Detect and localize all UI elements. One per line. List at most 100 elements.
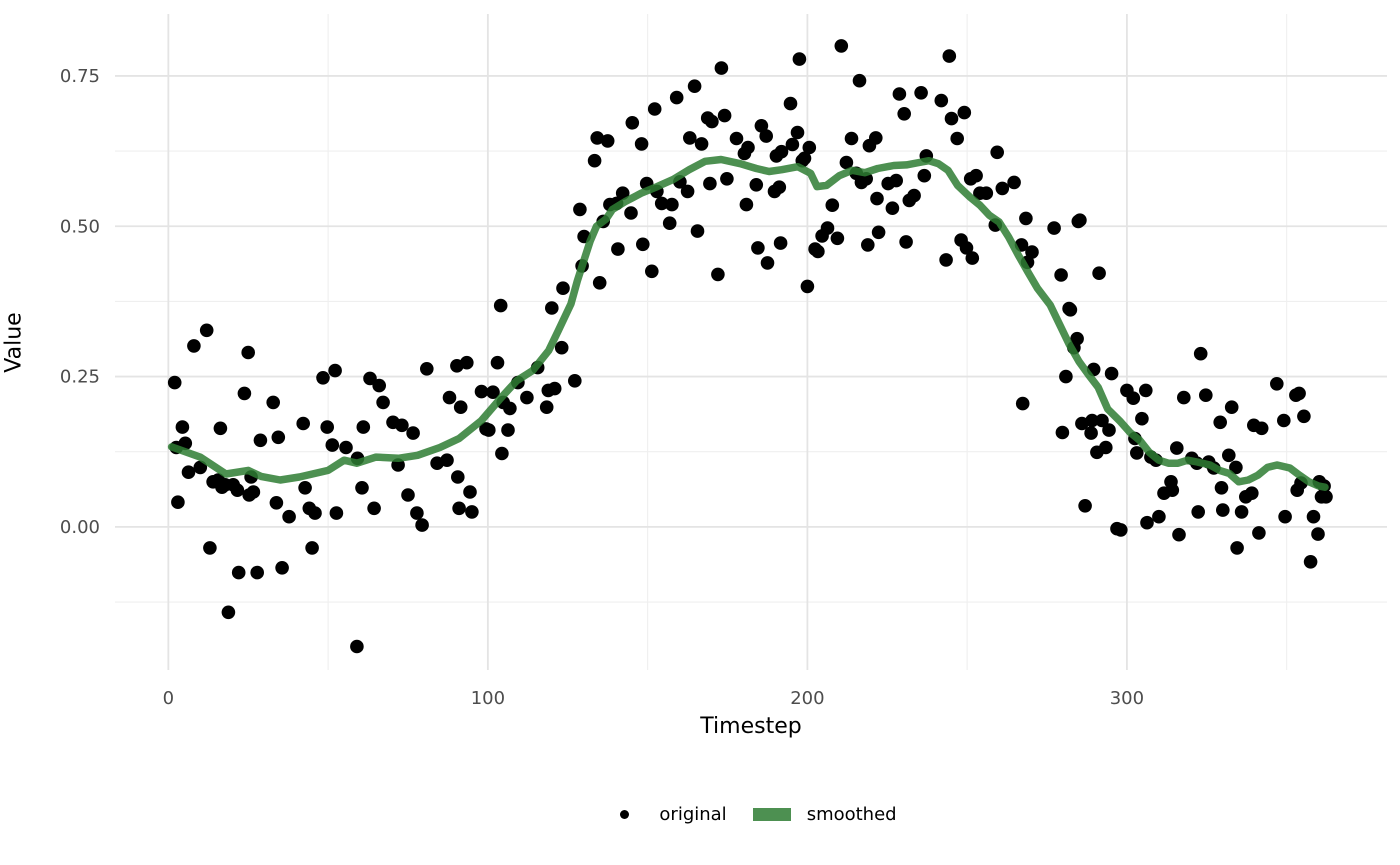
scatter-point — [367, 501, 381, 516]
scatter-point — [1214, 481, 1229, 495]
scatter-point — [453, 400, 468, 415]
scatter-point — [440, 453, 454, 468]
scatter-point — [590, 131, 604, 145]
scatter-point — [1130, 446, 1144, 460]
scatter-point — [749, 178, 764, 192]
scatter-point — [995, 181, 1010, 196]
scatter-point — [979, 186, 994, 200]
scatter-point — [167, 375, 182, 390]
legend-label-original: original — [659, 803, 727, 825]
scatter-point — [175, 420, 190, 434]
scatter-point — [241, 345, 255, 360]
scatter-point — [230, 483, 245, 498]
scatter-point — [1126, 391, 1141, 406]
scatter-point — [760, 256, 775, 270]
scatter-point — [729, 131, 744, 146]
scatter-point — [493, 298, 508, 313]
scatter-point — [665, 197, 679, 212]
scatter-point — [1019, 211, 1033, 226]
scatter-point — [320, 420, 335, 434]
scatter-point — [647, 102, 662, 116]
scatter-point — [1078, 499, 1092, 513]
scatter-point — [899, 235, 913, 249]
scatter-point — [545, 301, 559, 315]
scatter-point — [246, 485, 261, 499]
scatter-point — [1319, 490, 1333, 504]
scatter-point — [636, 237, 650, 252]
scatter-point — [1230, 541, 1244, 555]
scatter-point — [1075, 416, 1089, 431]
scatter-point — [463, 485, 477, 499]
scatter-point — [683, 131, 697, 145]
scatter-point — [587, 153, 602, 168]
scatter-point — [785, 137, 800, 152]
scatter-point — [420, 362, 434, 376]
scatter-point — [452, 501, 466, 516]
scatter-point — [897, 107, 911, 121]
scatter-point — [237, 386, 252, 401]
scatter-point — [376, 395, 390, 410]
scatter-point — [711, 267, 725, 282]
scatter-point — [253, 433, 268, 448]
scatter-point — [350, 639, 364, 654]
scatter-point — [759, 129, 773, 143]
scatter-point — [266, 395, 281, 410]
scatter-point — [296, 416, 311, 431]
scatter-point — [1059, 369, 1073, 384]
scatter-point — [802, 140, 817, 155]
scatter-point — [568, 374, 582, 388]
scatter-point — [1070, 331, 1084, 346]
scatter-point — [1224, 400, 1239, 415]
scatter-point — [739, 197, 754, 212]
scatter-point — [969, 168, 983, 183]
scatter-point — [539, 400, 554, 415]
scatter-point — [600, 134, 615, 148]
scatter-point — [1216, 503, 1230, 517]
scatter-point — [316, 371, 330, 385]
x-tick-label: 100 — [471, 688, 505, 709]
scatter-point — [503, 401, 517, 416]
scatter-point — [959, 241, 974, 255]
scatter-point — [556, 281, 570, 296]
legend-key-smoothed — [752, 801, 791, 827]
scatter-point — [687, 79, 702, 93]
scatter-point — [957, 105, 972, 120]
scatter-point — [1114, 523, 1128, 537]
scatter-point — [339, 440, 353, 455]
scatter-point — [1054, 268, 1068, 282]
scatter-point — [271, 430, 286, 445]
scatter-point — [720, 172, 734, 186]
scatter-point — [800, 279, 815, 294]
scatter-point — [852, 73, 867, 88]
smoothed-line — [167, 155, 1329, 491]
scatter-point — [774, 144, 789, 159]
scatter-point — [451, 470, 465, 484]
scatter-point — [934, 93, 949, 108]
scatter-point — [465, 505, 479, 519]
scatter-point — [1254, 421, 1269, 436]
scatter-point — [690, 224, 705, 238]
scatter-point — [199, 323, 214, 338]
scatter-point — [1139, 383, 1153, 398]
y-tick-label: 0.75 — [60, 66, 100, 87]
scatter-point — [1245, 486, 1259, 501]
x-axis-title: Timestep — [700, 714, 802, 739]
scatter-point — [395, 418, 409, 433]
scatter-point — [520, 390, 534, 405]
scatter-point — [1165, 483, 1180, 498]
scatter-point — [1303, 555, 1318, 569]
scatter-point — [1140, 515, 1154, 530]
scatter-point — [917, 168, 932, 183]
scatter-point — [401, 488, 415, 502]
scatter-point — [305, 541, 319, 555]
scatter-point — [1191, 505, 1205, 519]
x-tick-label: 200 — [790, 688, 824, 709]
y-tick-label: 0.00 — [60, 517, 100, 538]
scatter-point — [844, 131, 859, 146]
scatter-point — [193, 460, 208, 475]
scatter-point — [830, 231, 845, 246]
y-tick-label: 0.25 — [60, 367, 100, 388]
scatter-point — [939, 253, 953, 267]
scatter-point — [298, 481, 312, 495]
